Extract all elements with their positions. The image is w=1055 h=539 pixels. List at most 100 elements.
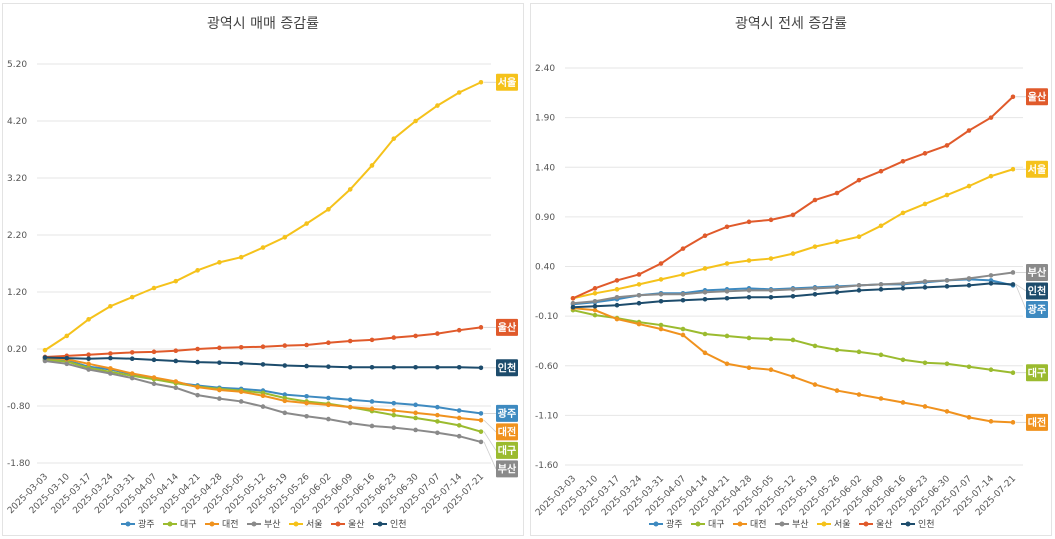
legend-swatch-dot: [905, 521, 911, 527]
legend-item-울산[interactable]: 울산: [331, 519, 365, 530]
legend-item-광주[interactable]: 광주: [649, 518, 683, 530]
data-point: [478, 429, 484, 434]
data-point: [1010, 270, 1016, 275]
data-point: [195, 268, 200, 273]
end-label-box: [496, 318, 518, 336]
data-point: [413, 410, 418, 416]
data-point: [680, 291, 686, 297]
data-point: [790, 287, 796, 292]
data-point: [834, 239, 840, 244]
data-point: [217, 396, 222, 401]
end-label-부산: 부산: [1016, 263, 1048, 281]
legend-item-울산[interactable]: 울산: [859, 519, 893, 530]
data-point: [856, 283, 862, 288]
legend-item-인천[interactable]: 인천: [373, 519, 407, 530]
legend-label: 광주: [666, 518, 683, 530]
legend-item-부산[interactable]: 부산: [247, 519, 281, 530]
legend-item-서울[interactable]: 서울: [817, 519, 851, 530]
data-point: [746, 294, 752, 300]
end-label-서울: 서울: [484, 73, 518, 91]
end-label-인천: 인천: [484, 359, 518, 377]
data-point: [834, 347, 840, 353]
data-point: [129, 375, 135, 381]
data-point: [636, 292, 642, 298]
legend-swatch-dot: [335, 521, 341, 527]
y-tick-label: -1.60: [535, 461, 559, 471]
legend-item-서울[interactable]: 서울: [289, 519, 323, 530]
data-point: [369, 364, 375, 370]
data-point: [768, 256, 774, 261]
data-point: [238, 389, 244, 395]
end-label-text: 서울: [498, 76, 516, 89]
legend-label: 서울: [306, 519, 323, 530]
data-point: [260, 344, 266, 350]
data-point: [86, 317, 91, 322]
data-point: [746, 288, 752, 293]
data-point: [658, 326, 664, 332]
y-tick-label: 1.40: [535, 163, 555, 173]
data-point: [768, 217, 774, 223]
y-tick-label: 2.20: [7, 231, 27, 241]
data-point: [922, 360, 928, 366]
legend-item-부산[interactable]: 부산: [775, 519, 809, 530]
end-label-대구: 대구: [483, 431, 518, 459]
data-point: [702, 266, 708, 271]
data-point: [151, 375, 157, 380]
data-point: [856, 234, 862, 240]
data-point: [592, 312, 598, 318]
data-point: [260, 245, 266, 250]
data-point: [724, 289, 730, 294]
data-point: [151, 357, 157, 363]
end-label-box: [1026, 413, 1048, 431]
data-point: [614, 278, 620, 283]
data-point: [108, 351, 113, 356]
data-point: [900, 286, 906, 291]
legend-swatch-dot: [125, 521, 131, 527]
data-point: [42, 347, 48, 353]
data-point: [812, 382, 818, 387]
data-point: [478, 417, 484, 423]
data-point: [391, 408, 397, 413]
data-point: [129, 356, 135, 361]
legend-item-대전[interactable]: 대전: [205, 519, 239, 530]
data-point: [369, 399, 375, 404]
data-point: [636, 282, 642, 287]
series-line-울산: [572, 96, 1014, 300]
data-point: [812, 197, 818, 203]
legend-item-광주[interactable]: 광주: [121, 518, 155, 530]
data-point: [570, 304, 576, 310]
legend-swatch-dot: [695, 521, 701, 527]
end-label-광주: 광주: [1015, 285, 1048, 318]
data-point: [702, 296, 708, 302]
data-point: [195, 359, 200, 365]
data-point: [900, 357, 906, 363]
legend-item-인천[interactable]: 인천: [901, 519, 935, 530]
data-point: [391, 412, 397, 418]
legend-item-대구[interactable]: 대구: [163, 519, 197, 530]
legend-item-대전[interactable]: 대전: [733, 519, 767, 530]
data-point: [435, 331, 440, 336]
data-point: [680, 326, 686, 332]
data-point: [326, 416, 331, 422]
legend-item-대구[interactable]: 대구: [691, 519, 725, 530]
data-point: [108, 303, 113, 309]
data-point: [614, 302, 620, 308]
data-point: [922, 279, 928, 284]
legend-label: 대구: [180, 519, 197, 530]
data-point: [456, 415, 462, 421]
data-point: [86, 356, 91, 361]
sales-change-chart: 광역시 매매 증감률 5.20 4.20 3.20 2.20 1.20 0.20 -0.80 -…: [6, 16, 518, 530]
data-point: [768, 288, 774, 293]
legend-label: 대구: [708, 519, 725, 530]
data-point: [900, 400, 906, 405]
data-point: [746, 335, 752, 341]
data-point: [326, 340, 331, 346]
end-label-box: [496, 73, 518, 91]
end-label-text: 부산: [1028, 266, 1047, 279]
data-point: [614, 287, 620, 292]
legend-label: 울산: [348, 519, 365, 530]
data-point: [478, 365, 484, 371]
end-label-대전: 대전: [1016, 413, 1048, 431]
data-point: [790, 212, 796, 218]
data-point: [129, 371, 135, 376]
